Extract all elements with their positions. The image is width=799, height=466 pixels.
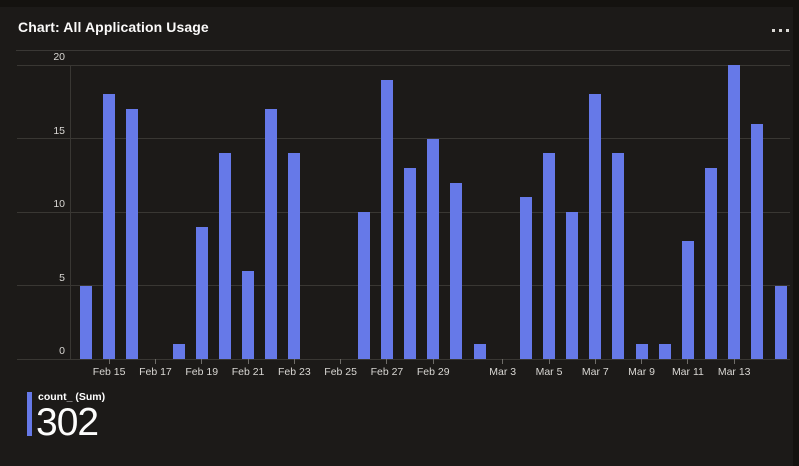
x-tick-label: Feb 29 xyxy=(416,366,450,378)
x-tick-label: Mar 7 xyxy=(581,366,609,378)
page-edge-top xyxy=(0,0,799,7)
gridline-15 xyxy=(17,138,790,139)
bar-mar-2[interactable] xyxy=(473,344,486,359)
bar-feb-21[interactable] xyxy=(242,270,255,359)
x-tick-label: Mar 9 xyxy=(628,366,656,378)
gridline-0 xyxy=(17,358,790,360)
bar-mar-9[interactable] xyxy=(635,344,648,359)
x-tick-label: Feb 15 xyxy=(92,366,126,378)
bar-feb-27[interactable] xyxy=(380,79,393,359)
x-tick-mark xyxy=(386,359,388,364)
legend-color-chip xyxy=(27,392,32,436)
x-tick-mark xyxy=(641,359,643,364)
x-tick-label: Feb 27 xyxy=(370,366,404,378)
bar-mar-7[interactable] xyxy=(589,94,602,359)
bar-feb-15[interactable] xyxy=(103,94,116,359)
bar-mar-11[interactable] xyxy=(681,241,694,359)
bar-feb-18[interactable] xyxy=(172,344,185,359)
y-tick-label: 10 xyxy=(53,198,65,210)
x-tick-mark xyxy=(293,359,295,364)
y-tick-label: 15 xyxy=(53,124,65,137)
legend-total-value: 302 xyxy=(36,401,99,444)
bar-mar-15[interactable] xyxy=(774,285,787,359)
x-tick-mark xyxy=(247,359,249,364)
gridline-10 xyxy=(17,211,790,213)
y-tick-label: 0 xyxy=(59,345,65,357)
x-tick-mark xyxy=(594,359,596,364)
gridline-20 xyxy=(17,64,790,66)
x-tick-label: Mar 5 xyxy=(535,366,563,378)
y-tick-label: 20 xyxy=(53,51,65,63)
panel-menu-button[interactable] xyxy=(766,22,794,38)
legend-series-label: count_ (Sum) xyxy=(38,391,106,403)
x-tick-mark xyxy=(108,359,110,364)
bar-feb-26[interactable] xyxy=(357,212,370,359)
bar-mar-13[interactable] xyxy=(728,65,741,359)
x-tick-mark xyxy=(154,359,156,364)
bar-feb-14[interactable] xyxy=(80,285,92,359)
gridline-5 xyxy=(17,285,790,286)
x-tick-mark xyxy=(733,359,735,364)
x-tick-label: Mar 11 xyxy=(671,366,704,378)
ellipsis-icon xyxy=(785,28,789,32)
bar-mar-12[interactable] xyxy=(705,167,718,359)
bar-feb-20[interactable] xyxy=(218,153,231,359)
bar-mar-5[interactable] xyxy=(543,153,555,359)
header-divider xyxy=(16,50,790,51)
bar-mar-4[interactable] xyxy=(519,197,532,359)
bar-mar-1[interactable] xyxy=(450,182,463,359)
x-tick-label: Feb 25 xyxy=(324,366,357,378)
panel-title: Chart: All Application Usage xyxy=(18,19,209,35)
x-tick-label: Feb 17 xyxy=(139,366,172,378)
x-tick-mark xyxy=(340,359,342,364)
ellipsis-icon xyxy=(778,28,782,32)
bar-mar-8[interactable] xyxy=(612,153,625,359)
x-tick-mark xyxy=(432,359,434,364)
x-tick-mark xyxy=(201,359,203,364)
x-tick-label: Feb 23 xyxy=(277,366,311,378)
x-tick-label: Feb 21 xyxy=(231,366,265,378)
x-tick-mark xyxy=(548,359,550,364)
bar-feb-22[interactable] xyxy=(265,109,278,359)
bar-feb-23[interactable] xyxy=(288,153,301,359)
x-tick-label: Mar 13 xyxy=(717,366,751,378)
page-edge-right xyxy=(793,0,799,466)
bar-feb-28[interactable] xyxy=(404,167,417,359)
bar-mar-6[interactable] xyxy=(566,212,579,359)
x-tick-mark xyxy=(502,359,504,364)
x-tick-mark xyxy=(687,359,689,364)
ellipsis-icon xyxy=(771,28,775,32)
x-tick-label: Feb 19 xyxy=(185,366,219,378)
bar-mar-14[interactable] xyxy=(751,123,764,359)
bar-feb-29[interactable] xyxy=(427,138,440,359)
bar-mar-10[interactable] xyxy=(658,344,671,359)
y-axis-line xyxy=(70,65,71,359)
y-tick-label: 5 xyxy=(59,271,65,284)
bar-feb-19[interactable] xyxy=(195,226,208,359)
x-tick-label: Mar 3 xyxy=(489,366,517,378)
bar-feb-16[interactable] xyxy=(126,109,139,359)
